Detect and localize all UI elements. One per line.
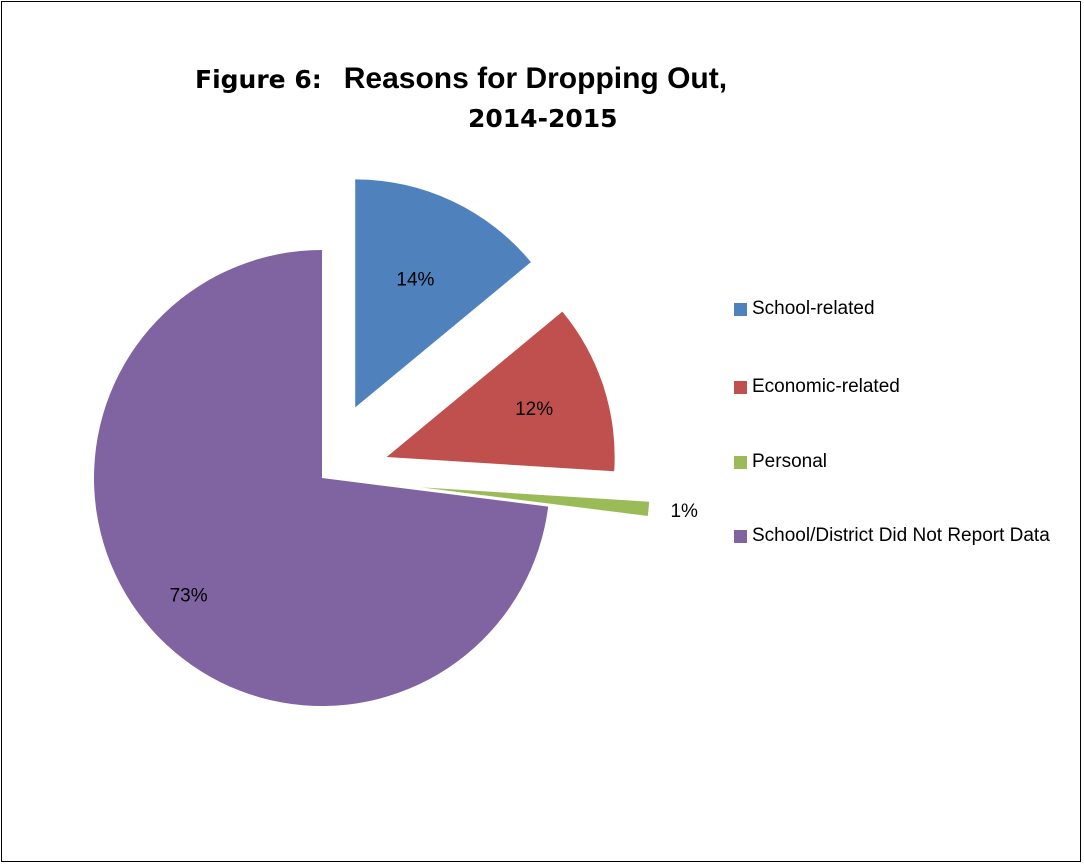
- legend-item-not-reported: School/District Did Not Report Data: [734, 523, 1062, 549]
- legend-label-economic-related: Economic-related: [752, 376, 900, 397]
- pie-slice-economic-related: [386, 311, 615, 472]
- title-main: Reasons for Dropping Out,: [343, 62, 728, 95]
- legend-label-personal: Personal: [752, 451, 827, 472]
- legend-item-economic-related: Economic-related: [734, 374, 1062, 400]
- legend-swatch-not-reported: [734, 530, 747, 543]
- data-label-economic-related: 12%: [515, 399, 553, 420]
- data-label-school-related: 14%: [396, 270, 434, 291]
- legend-item-personal: Personal: [734, 449, 1062, 475]
- legend-label-school-related: School-related: [752, 298, 875, 319]
- legend-item-school-related: School-related: [734, 296, 1062, 322]
- pie-slice-not-reported: [94, 250, 549, 706]
- data-label-personal: 1%: [670, 501, 698, 522]
- legend-swatch-economic-related: [734, 381, 747, 394]
- data-label-not-reported: 73%: [170, 586, 208, 607]
- title-prefix: Figure 6:: [195, 65, 322, 94]
- pie-slice-school-related: [355, 179, 531, 408]
- legend-swatch-school-related: [734, 303, 747, 316]
- title-line-2: 2014-2015: [468, 104, 618, 133]
- legend-label-not-reported: School/District Did Not Report Data: [752, 525, 1050, 546]
- legend-swatch-personal: [734, 456, 747, 469]
- title-line-1: Figure 6: Reasons for Dropping Out,: [195, 62, 895, 96]
- pie-slice-personal: [421, 487, 650, 516]
